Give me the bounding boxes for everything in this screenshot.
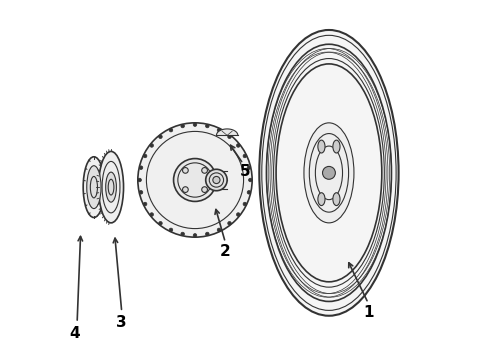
Circle shape (213, 176, 220, 184)
Circle shape (183, 187, 188, 193)
Circle shape (202, 187, 207, 193)
Circle shape (193, 234, 197, 237)
Circle shape (169, 128, 173, 132)
Circle shape (193, 123, 197, 126)
Ellipse shape (259, 30, 398, 316)
Circle shape (181, 232, 184, 236)
Ellipse shape (87, 166, 101, 208)
Circle shape (247, 190, 251, 194)
Circle shape (139, 190, 143, 194)
Circle shape (228, 221, 231, 225)
Circle shape (150, 144, 153, 147)
Text: 1: 1 (363, 305, 373, 320)
Circle shape (202, 167, 207, 173)
Circle shape (173, 158, 217, 202)
Circle shape (217, 128, 221, 132)
Circle shape (183, 167, 188, 173)
Circle shape (205, 124, 209, 128)
Circle shape (237, 144, 240, 147)
Ellipse shape (318, 140, 325, 153)
Ellipse shape (333, 140, 340, 153)
Circle shape (159, 135, 162, 139)
Circle shape (159, 221, 162, 225)
Circle shape (138, 178, 142, 182)
Circle shape (143, 154, 147, 158)
Text: 5: 5 (240, 163, 250, 179)
Ellipse shape (83, 157, 104, 217)
Polygon shape (217, 129, 238, 135)
Text: 3: 3 (117, 315, 127, 330)
Text: 4: 4 (69, 326, 79, 341)
Circle shape (322, 166, 335, 179)
Ellipse shape (98, 152, 123, 223)
Ellipse shape (106, 172, 117, 202)
Circle shape (181, 124, 184, 128)
Circle shape (243, 202, 246, 206)
Circle shape (248, 178, 252, 182)
Circle shape (206, 169, 227, 191)
Circle shape (139, 166, 143, 170)
Ellipse shape (318, 193, 325, 206)
Text: 2: 2 (220, 244, 231, 259)
Circle shape (247, 166, 251, 170)
Circle shape (205, 232, 209, 236)
Ellipse shape (304, 123, 354, 223)
Circle shape (169, 228, 173, 232)
Circle shape (138, 123, 252, 237)
Ellipse shape (333, 193, 340, 206)
Circle shape (143, 202, 147, 206)
Circle shape (243, 154, 246, 158)
Circle shape (150, 213, 153, 216)
Circle shape (237, 213, 240, 216)
Circle shape (228, 135, 231, 139)
Circle shape (217, 228, 221, 232)
